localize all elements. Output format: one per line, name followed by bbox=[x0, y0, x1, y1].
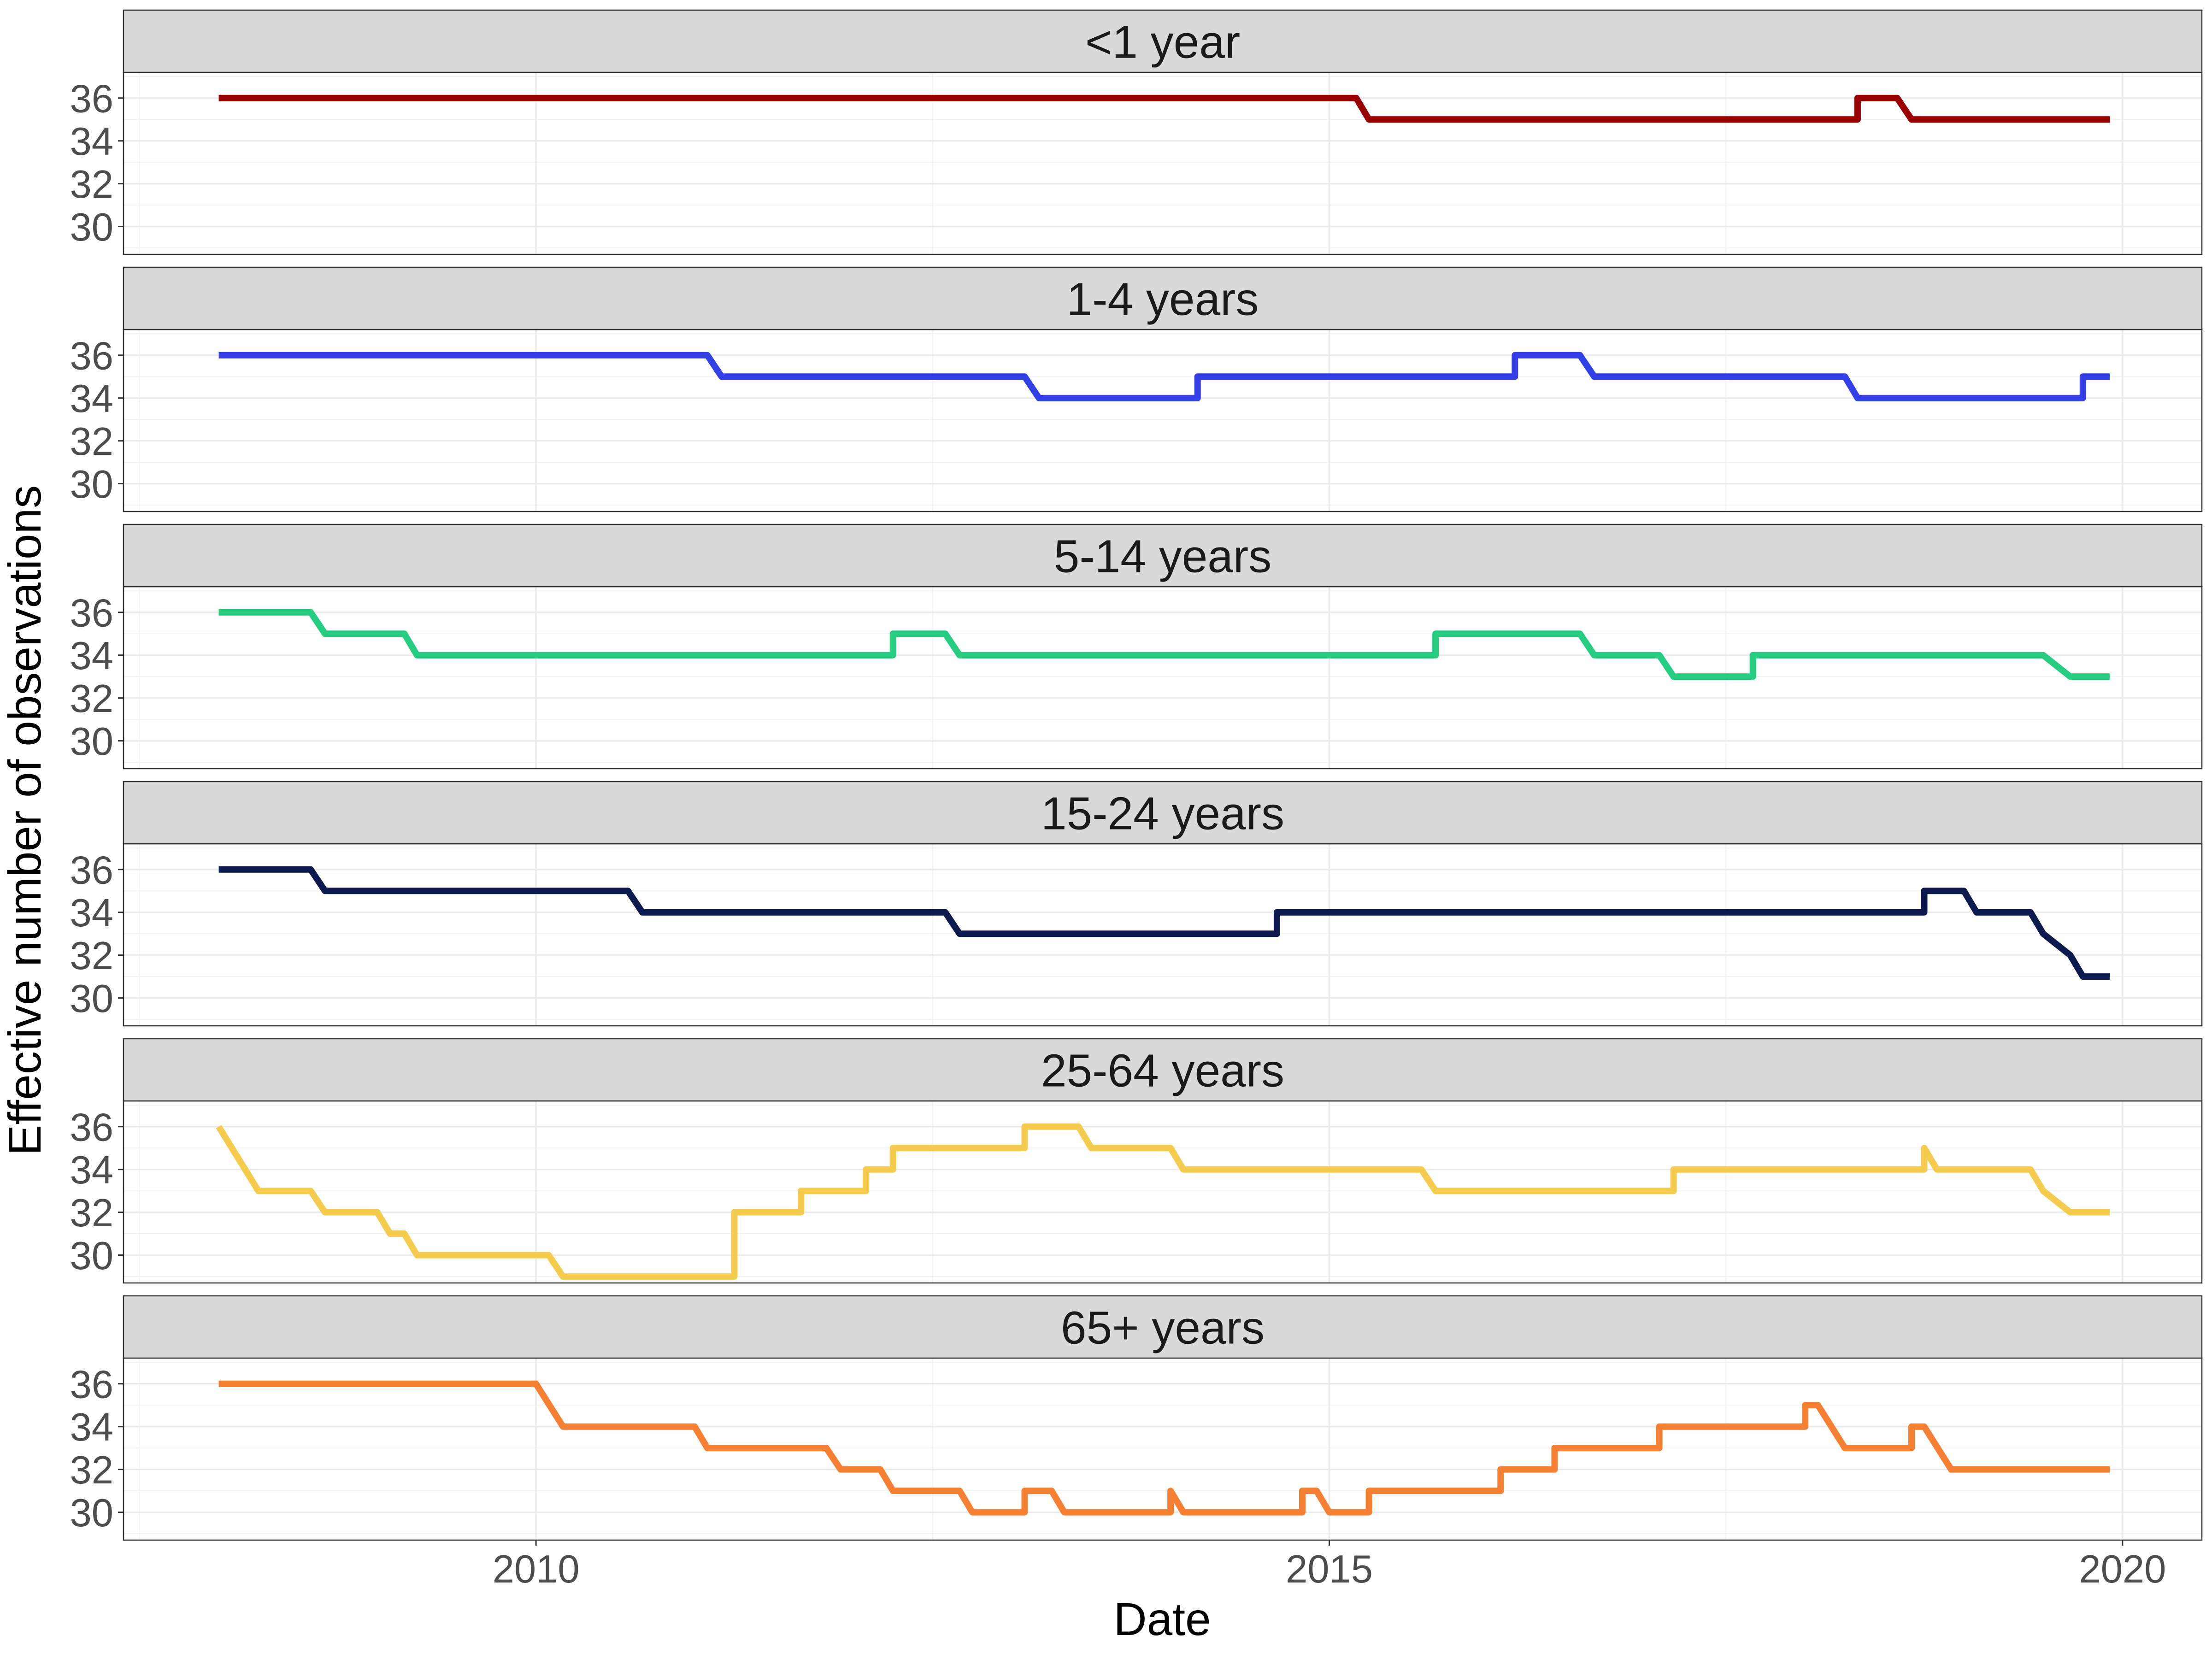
facet-strip bbox=[123, 781, 2203, 845]
series-line bbox=[216, 1123, 2110, 1280]
y-tick-label: 30 bbox=[70, 206, 113, 249]
series-line bbox=[218, 1380, 2110, 1516]
y-tick-label: 32 bbox=[70, 677, 113, 721]
y-tick-label: 34 bbox=[70, 377, 113, 421]
facet-strip bbox=[123, 524, 2203, 588]
panel-background bbox=[124, 329, 2202, 512]
facet-strip-label: 1-4 years bbox=[1067, 274, 1259, 325]
y-tick-label: 36 bbox=[70, 848, 113, 892]
y-tick-label: 32 bbox=[70, 1448, 113, 1492]
series-line bbox=[218, 352, 2110, 401]
facet-strip-label: <1 year bbox=[1085, 17, 1240, 68]
facet-strip-label: 65+ years bbox=[1061, 1302, 1265, 1354]
y-tick-label: 30 bbox=[70, 1234, 113, 1278]
x-tick-label: 2020 bbox=[2079, 1547, 2166, 1591]
y-tick-label: 34 bbox=[70, 634, 113, 678]
panel-background bbox=[124, 587, 2202, 769]
y-tick-label: 36 bbox=[70, 1106, 113, 1149]
y-tick-label: 36 bbox=[70, 591, 113, 635]
y-tick-label: 30 bbox=[70, 977, 113, 1021]
y-tick-label: 34 bbox=[70, 120, 113, 164]
y-tick-label: 30 bbox=[70, 720, 113, 764]
facet-strip bbox=[123, 266, 2203, 330]
y-tick-label: 34 bbox=[70, 891, 113, 935]
facet-strip bbox=[123, 9, 2203, 73]
facet-strip-label: 15-24 years bbox=[1041, 788, 1284, 840]
y-tick-label: 36 bbox=[70, 77, 113, 121]
y-tick-label: 36 bbox=[70, 334, 113, 378]
series-line bbox=[218, 94, 2110, 123]
y-tick-label: 32 bbox=[70, 163, 113, 206]
y-tick-label: 30 bbox=[70, 463, 113, 506]
y-tick-label: 34 bbox=[70, 1406, 113, 1449]
x-tick-label: 2015 bbox=[1286, 1547, 1373, 1591]
y-tick-label: 34 bbox=[70, 1148, 113, 1192]
facet-strip-label: 5-14 years bbox=[1054, 531, 1271, 582]
x-tick-label: 2010 bbox=[493, 1547, 580, 1591]
y-tick-label: 36 bbox=[70, 1363, 113, 1406]
y-tick-label: 32 bbox=[70, 934, 113, 978]
series-line bbox=[218, 609, 2110, 680]
facet-strip-label: 25-64 years bbox=[1041, 1045, 1284, 1097]
series-line bbox=[218, 866, 2110, 980]
y-tick-label: 32 bbox=[70, 1191, 113, 1235]
y-tick-label: 32 bbox=[70, 420, 113, 464]
y-axis-title: Effective number of observations bbox=[0, 485, 51, 1156]
x-axis-title: Date bbox=[1113, 1594, 1211, 1645]
facet-strip bbox=[123, 1038, 2203, 1102]
facet-strip bbox=[123, 1295, 2203, 1359]
x-axis: 2010 2015 2020 bbox=[493, 1540, 2166, 1591]
y-tick-label: 30 bbox=[70, 1491, 113, 1535]
